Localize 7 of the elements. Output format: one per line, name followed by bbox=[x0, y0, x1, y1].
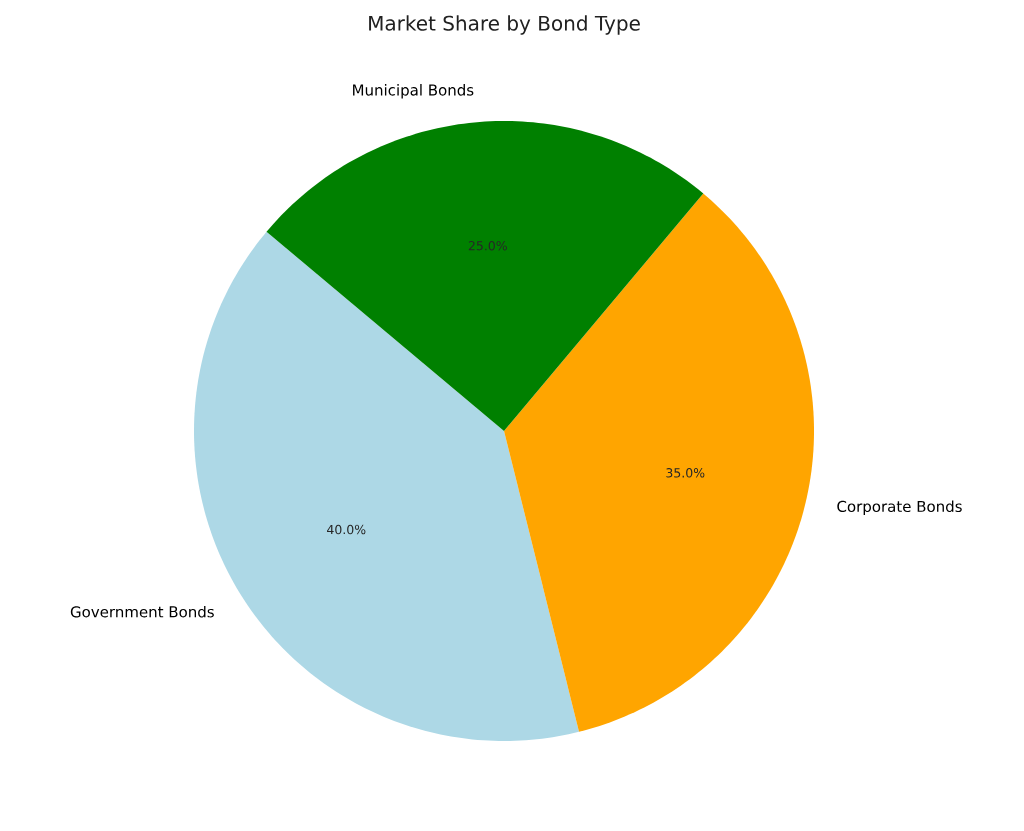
slice-label: Government Bonds bbox=[70, 605, 214, 618]
chart-title: Market Share by Bond Type bbox=[369, 15, 640, 35]
slice-label: Corporate Bonds bbox=[837, 500, 962, 515]
data-label: 25.0% bbox=[468, 240, 507, 251]
data-label: 40.0% bbox=[327, 524, 366, 535]
slice-label: Municipal Bonds bbox=[353, 84, 474, 99]
data-label: 35.0% bbox=[666, 468, 705, 478]
